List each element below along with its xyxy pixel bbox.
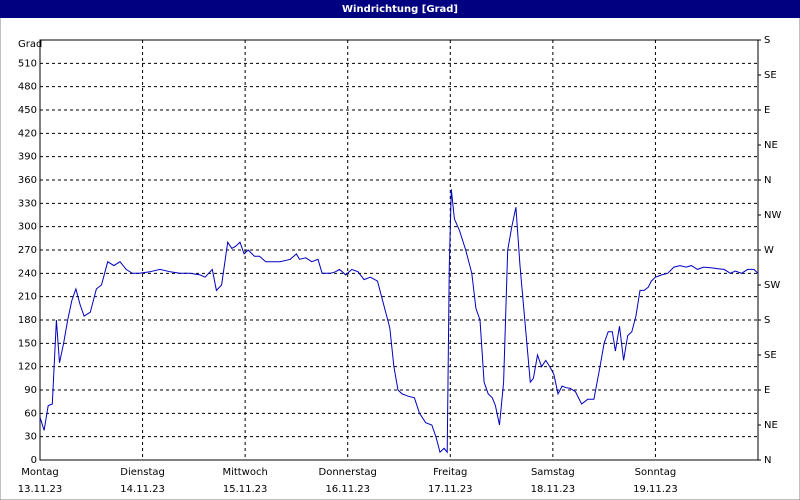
x-tick-label: Dienstag: [120, 467, 165, 478]
y2-tick-label: W: [764, 245, 774, 256]
y-tick-label: 150: [18, 338, 37, 349]
plot-border: [39, 39, 759, 461]
y2-tick-label: NE: [764, 420, 778, 431]
y-tick-label: 0: [31, 455, 37, 466]
x-tick-date: 18.11.23: [531, 484, 576, 495]
y-tick-label: 180: [18, 315, 37, 326]
y-tick-label: 510: [18, 58, 37, 69]
y-tick-label: 270: [18, 245, 37, 256]
y-tick-label: 330: [18, 198, 37, 209]
y2-tick-label: N: [764, 455, 771, 466]
x-tick-label: Freitag: [433, 467, 467, 478]
y2-tick-label: N: [764, 175, 771, 186]
y-axis-label: Grad: [18, 39, 42, 50]
line: [39, 189, 759, 454]
x-tick-date: 15.11.23: [223, 484, 268, 495]
x-tick-date: 16.11.23: [325, 484, 370, 495]
y-tick-label: 390: [18, 152, 37, 163]
y2-tick-label: NW: [764, 210, 781, 221]
y2-tick-label: E: [764, 385, 770, 396]
x-tick-label: Mittwoch: [222, 467, 267, 478]
y2-tick-label: SE: [764, 70, 777, 81]
x-tick-date: 19.11.23: [633, 484, 678, 495]
y-tick-label: 60: [24, 408, 37, 419]
y2-tick-label: S: [764, 315, 770, 326]
x-tick-date: 17.11.23: [428, 484, 473, 495]
y-tick-label: 90: [24, 385, 37, 396]
title-bar: [0, 0, 800, 18]
y2-tick-label: E: [764, 105, 770, 116]
x-tick-label: Montag: [21, 467, 58, 478]
y-tick-label: 360: [18, 175, 37, 186]
x-tick-label: Sonntag: [635, 467, 677, 478]
y-tick-label: 120: [18, 362, 37, 373]
y-tick-label: 300: [18, 222, 37, 233]
x-tick-date: 13.11.23: [18, 484, 63, 495]
y-tick-label: 30: [24, 432, 37, 443]
chart-title: Windrichtung [Grad]: [342, 4, 458, 15]
y-tick-label: 240: [18, 268, 37, 279]
y-tick-label: 420: [18, 128, 37, 139]
y2-tick-label: SE: [764, 350, 777, 361]
x-tick-label: Samstag: [531, 467, 575, 478]
x-tick-label: Donnerstag: [319, 467, 377, 478]
y-tick-label: 480: [18, 82, 37, 93]
y2-tick-label: NE: [764, 140, 778, 151]
y-tick-label: 450: [18, 105, 37, 116]
x-tick-date: 14.11.23: [120, 484, 165, 495]
y2-tick-label: S: [764, 35, 770, 46]
y-tick-label: 210: [18, 292, 37, 303]
y2-tick-label: SW: [764, 280, 780, 291]
